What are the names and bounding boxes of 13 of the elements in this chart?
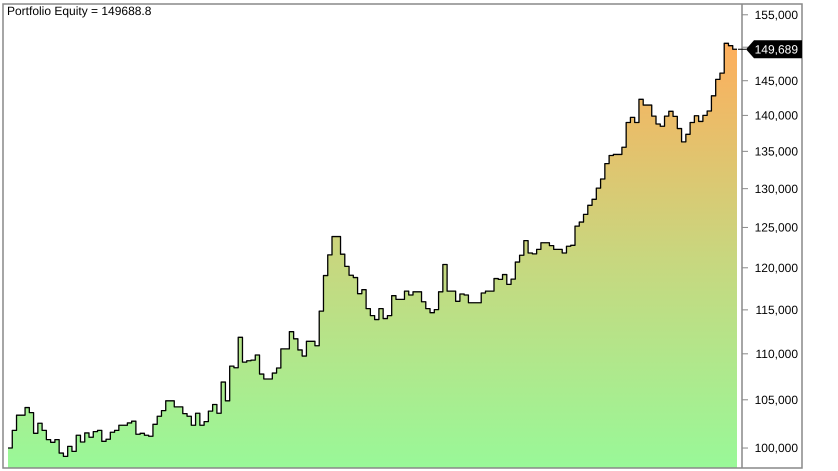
y-tick-label: 120,000: [754, 260, 798, 275]
y-tick-label: 125,000: [754, 220, 798, 235]
chart-title: Portfolio Equity = 149688.8: [7, 4, 152, 18]
y-tick-label: 115,000: [756, 303, 798, 318]
y-tick-label: 140,000: [754, 108, 798, 123]
y-tick-label: 100,000: [754, 441, 798, 456]
y-tick-label: 135,000: [754, 144, 798, 159]
y-tick-label: 145,000: [754, 74, 798, 88]
data-label: 149,689: [754, 42, 798, 56]
y-tick-label: 155,000: [754, 8, 798, 22]
y-tick-label: 110,000: [756, 347, 798, 362]
y-tick-label: 105,000: [754, 392, 798, 407]
y-tick-label: 130,000: [754, 182, 798, 196]
